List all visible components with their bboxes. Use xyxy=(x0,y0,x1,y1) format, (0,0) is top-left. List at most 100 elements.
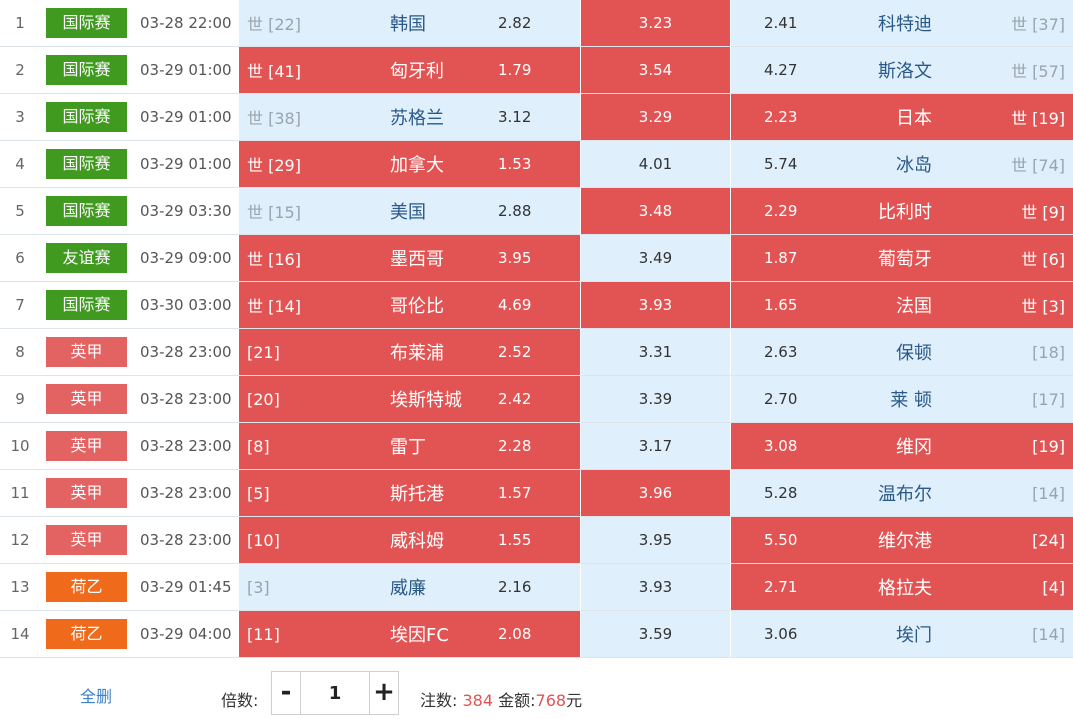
home-rank: 世 [38] xyxy=(247,109,301,128)
home-win-option[interactable]: [11] 埃因FC 2.08 xyxy=(239,611,581,657)
home-win-option[interactable]: [3] 威廉 2.16 xyxy=(239,564,581,610)
home-rank: 世 [15] xyxy=(247,203,301,222)
draw-option[interactable]: 3.59 xyxy=(581,611,731,657)
home-rank: 世 [41] xyxy=(247,62,301,81)
league-badge[interactable]: 英甲 xyxy=(46,525,127,555)
away-win-option[interactable]: 5.74 冰岛 世 [74] xyxy=(731,141,1073,187)
away-win-option[interactable]: 5.50 维尔港 [24] xyxy=(731,517,1073,563)
home-win-option[interactable]: [20] 埃斯特城 2.42 xyxy=(239,376,581,422)
draw-odds: 3.96 xyxy=(638,484,673,502)
away-rank: 世 [74] xyxy=(1011,156,1065,175)
match-time: 03-29 09:00 xyxy=(140,249,232,267)
match-time: 03-28 23:00 xyxy=(140,343,232,361)
home-win-option[interactable]: 世 [16] 墨西哥 3.95 xyxy=(239,235,581,281)
match-row: 3 国际赛 03-29 01:00 世 [38] 苏格兰 3.12 3.29 2.23 日本 世 … xyxy=(0,94,1073,141)
draw-option[interactable]: 3.23 xyxy=(581,0,731,46)
draw-option[interactable]: 3.95 xyxy=(581,517,731,563)
away-rank: [14] xyxy=(1032,483,1065,503)
league-badge[interactable]: 国际赛 xyxy=(46,196,127,226)
home-rank: [21] xyxy=(247,342,280,362)
league-badge[interactable]: 国际赛 xyxy=(46,55,127,85)
home-win-option[interactable]: 世 [22] 韩国 2.82 xyxy=(239,0,581,46)
multiplier-stepper: - + xyxy=(271,671,399,715)
draw-option[interactable]: 3.93 xyxy=(581,282,731,328)
home-win-option[interactable]: 世 [14] 哥伦比 4.69 xyxy=(239,282,581,328)
away-team: 格拉夫 xyxy=(878,578,932,599)
draw-option[interactable]: 4.01 xyxy=(581,141,731,187)
draw-option[interactable]: 3.96 xyxy=(581,470,731,516)
league-badge[interactable]: 英甲 xyxy=(46,478,127,508)
away-win-option[interactable]: 4.27 斯洛文 世 [57] xyxy=(731,47,1073,93)
home-win-option[interactable]: 世 [29] 加拿大 1.53 xyxy=(239,141,581,187)
home-win-option[interactable]: [8] 雷丁 2.28 xyxy=(239,423,581,469)
draw-option[interactable]: 3.17 xyxy=(581,423,731,469)
increase-button[interactable]: + xyxy=(369,672,398,714)
home-rank: [20] xyxy=(247,389,280,409)
away-win-option[interactable]: 3.08 维冈 [19] xyxy=(731,423,1073,469)
away-win-option[interactable]: 2.41 科特迪 世 [37] xyxy=(731,0,1073,46)
home-win-option[interactable]: 世 [38] 苏格兰 3.12 xyxy=(239,94,581,140)
home-rank: 世 [14] xyxy=(247,297,301,316)
home-rank: [5] xyxy=(247,483,270,503)
home-rank: 世 [16] xyxy=(247,250,301,269)
away-odds: 2.23 xyxy=(764,108,798,126)
league-badge[interactable]: 荷乙 xyxy=(46,619,127,649)
decrease-button[interactable]: - xyxy=(272,672,301,714)
multiplier-input[interactable] xyxy=(301,672,369,714)
home-win-option[interactable]: [10] 威科姆 1.55 xyxy=(239,517,581,563)
home-team: 布莱浦 xyxy=(390,343,444,364)
away-win-option[interactable]: 2.23 日本 世 [19] xyxy=(731,94,1073,140)
league-badge[interactable]: 国际赛 xyxy=(46,149,127,179)
match-row: 1 国际赛 03-28 22:00 世 [22] 韩国 2.82 3.23 2.41 科特迪 世 … xyxy=(0,0,1073,47)
draw-option[interactable]: 3.29 xyxy=(581,94,731,140)
draw-option[interactable]: 3.39 xyxy=(581,376,731,422)
league-badge[interactable]: 国际赛 xyxy=(46,102,127,132)
league-cell: 国际赛 xyxy=(40,94,133,140)
league-badge[interactable]: 国际赛 xyxy=(46,8,127,38)
away-rank: [17] xyxy=(1032,389,1065,409)
away-rank: 世 [6] xyxy=(1021,250,1065,269)
bets-label: 注数: xyxy=(420,691,458,710)
away-win-option[interactable]: 2.71 格拉夫 [4] xyxy=(731,564,1073,610)
away-team: 莱 顿 xyxy=(890,390,932,411)
match-row: 4 国际赛 03-29 01:00 世 [29] 加拿大 1.53 4.01 5.74 冰岛 世 … xyxy=(0,141,1073,188)
league-badge[interactable]: 友谊赛 xyxy=(46,243,127,273)
away-win-option[interactable]: 2.63 保顿 [18] xyxy=(731,329,1073,375)
home-win-option[interactable]: [5] 斯托港 1.57 xyxy=(239,470,581,516)
match-number: 5 xyxy=(15,202,25,220)
match-number: 11 xyxy=(10,484,30,502)
away-win-option[interactable]: 5.28 温布尔 [14] xyxy=(731,470,1073,516)
away-rank: 世 [37] xyxy=(1011,15,1065,34)
away-odds: 1.65 xyxy=(764,296,798,314)
league-badge[interactable]: 英甲 xyxy=(46,431,127,461)
draw-option[interactable]: 3.54 xyxy=(581,47,731,93)
match-time: 03-29 01:00 xyxy=(140,155,232,173)
league-badge[interactable]: 英甲 xyxy=(46,337,127,367)
draw-option[interactable]: 3.31 xyxy=(581,329,731,375)
home-win-option[interactable]: 世 [15] 美国 2.88 xyxy=(239,188,581,234)
draw-option[interactable]: 3.93 xyxy=(581,564,731,610)
clear-all-link[interactable]: 全删 xyxy=(80,687,113,706)
home-odds: 2.16 xyxy=(498,578,532,596)
match-number: 3 xyxy=(15,108,25,126)
away-rank: [4] xyxy=(1042,577,1065,597)
draw-option[interactable]: 3.48 xyxy=(581,188,731,234)
away-odds: 1.87 xyxy=(764,249,798,267)
home-win-option[interactable]: [21] 布莱浦 2.52 xyxy=(239,329,581,375)
away-win-option[interactable]: 1.87 葡萄牙 世 [6] xyxy=(731,235,1073,281)
home-win-option[interactable]: 世 [41] 匈牙利 1.79 xyxy=(239,47,581,93)
match-row: 5 国际赛 03-29 03:30 世 [15] 美国 2.88 3.48 2.29 比利时 世 … xyxy=(0,188,1073,235)
home-odds: 1.57 xyxy=(498,484,532,502)
away-win-option[interactable]: 1.65 法国 世 [3] xyxy=(731,282,1073,328)
draw-option[interactable]: 3.49 xyxy=(581,235,731,281)
away-win-option[interactable]: 3.06 埃门 [14] xyxy=(731,611,1073,657)
match-number: 13 xyxy=(10,578,30,596)
draw-odds: 4.01 xyxy=(638,155,673,173)
league-badge[interactable]: 荷乙 xyxy=(46,572,127,602)
league-badge[interactable]: 英甲 xyxy=(46,384,127,414)
home-team: 美国 xyxy=(390,202,426,223)
home-rank: 世 [22] xyxy=(247,15,301,34)
away-win-option[interactable]: 2.29 比利时 世 [9] xyxy=(731,188,1073,234)
league-badge[interactable]: 国际赛 xyxy=(46,290,127,320)
away-win-option[interactable]: 2.70 莱 顿 [17] xyxy=(731,376,1073,422)
